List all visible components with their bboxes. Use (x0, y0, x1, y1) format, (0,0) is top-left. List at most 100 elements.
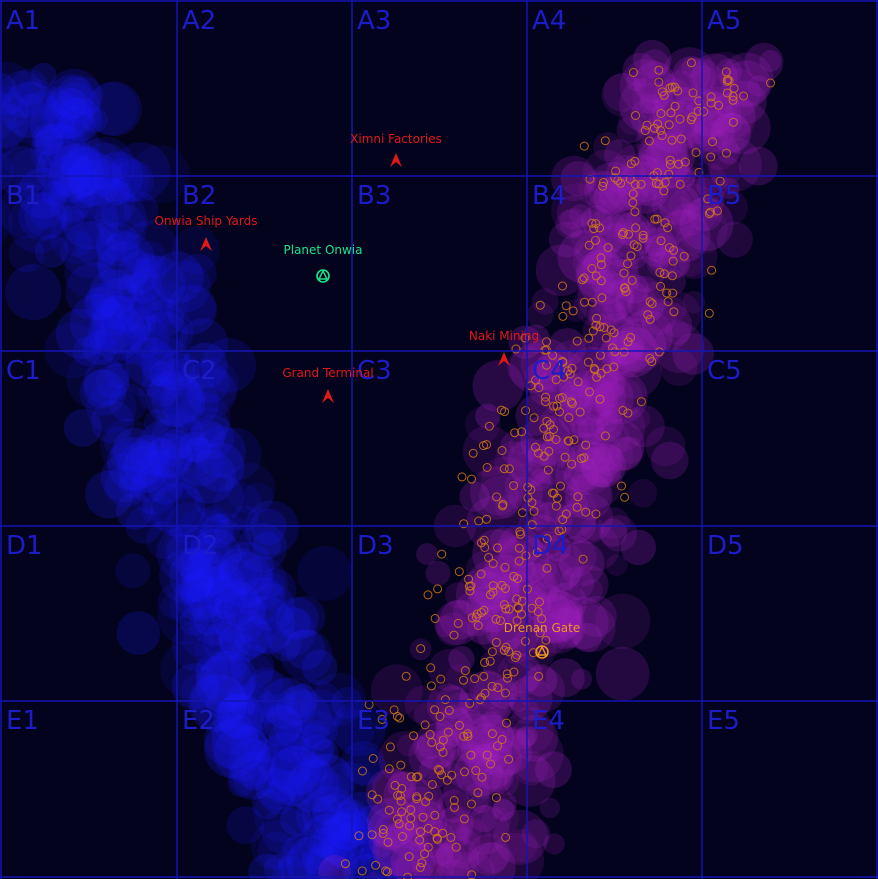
blue-nebula-cloud (0, 120, 52, 177)
asteroid-marker (466, 581, 476, 591)
asteroid-marker (504, 604, 514, 614)
blue-nebula-cloud (142, 473, 201, 533)
blue-nebula-cloud (220, 541, 274, 596)
location-label: Naki Mining (468, 329, 540, 343)
blue-nebula-cloud (18, 191, 68, 241)
asteroid-marker (531, 375, 541, 385)
purple-nebula-cloud (425, 560, 451, 586)
purple-nebula-cloud (616, 436, 645, 465)
purple-nebula-cloud (556, 194, 592, 230)
purple-nebula-cloud (571, 668, 592, 690)
purple-nebula-cloud (490, 697, 512, 719)
asteroid-marker (480, 688, 490, 698)
blue-nebula-cloud (253, 568, 297, 612)
purple-nebula-cloud (594, 370, 648, 425)
purple-nebula-cloud (646, 193, 697, 244)
blue-nebula-cloud (240, 762, 269, 791)
blue-nebula-cloud (159, 548, 216, 605)
asteroid-marker (626, 159, 636, 169)
blue-nebula-cloud (47, 95, 91, 140)
asteroid-marker (499, 645, 509, 655)
purple-nebula-cloud (609, 330, 645, 366)
blue-nebula-cloud (24, 190, 72, 239)
blue-nebula-cloud (123, 192, 159, 228)
blue-nebula-cloud (0, 198, 14, 244)
asteroid-marker (645, 314, 655, 324)
blue-nebula-cloud (88, 312, 143, 367)
purple-nebula-cloud (638, 227, 678, 268)
purple-nebula-cloud (497, 652, 542, 698)
purple-nebula-cloud (508, 726, 564, 783)
asteroid-marker (659, 186, 669, 196)
purple-nebula-cloud (481, 806, 512, 836)
asteroid-marker (457, 472, 467, 482)
asteroid-marker (579, 273, 589, 283)
purple-nebula-cloud (608, 436, 643, 471)
blue-nebula-cloud (85, 470, 133, 519)
blue-nebula-cloud (234, 556, 288, 610)
blue-nebula-cloud (195, 510, 230, 545)
asteroid-marker (581, 440, 591, 450)
blue-nebula-cloud (63, 229, 92, 258)
purple-nebula-cloud (508, 676, 553, 721)
asteroid-marker (442, 775, 452, 785)
asteroid-marker (590, 365, 600, 375)
blue-nebula-cloud (166, 284, 217, 335)
blue-nebula-cloud (0, 103, 28, 149)
asteroid-marker (467, 799, 476, 809)
asteroid-marker (583, 357, 593, 367)
purple-nebula-cloud (459, 481, 490, 512)
purple-nebula-cloud (511, 714, 559, 762)
purple-nebula-cloud (482, 738, 522, 779)
asteroid-marker (521, 551, 531, 561)
blue-nebula-cloud (195, 655, 229, 690)
blue-nebula-cloud (261, 677, 312, 729)
blue-nebula-cloud (284, 842, 329, 879)
asteroid-marker (609, 328, 619, 338)
asteroid-marker (435, 765, 445, 775)
blue-nebula-cloud (313, 817, 360, 864)
purple-nebula-cloud (529, 468, 552, 491)
blue-nebula-cloud (120, 220, 180, 279)
purple-nebula-cloud (681, 56, 703, 78)
blue-nebula-cloud (104, 179, 130, 206)
purple-nebula-cloud (646, 247, 678, 279)
purple-nebula-cloud (507, 661, 539, 694)
blue-nebula-cloud (193, 425, 246, 478)
asteroid-marker (724, 76, 734, 85)
asteroid-marker (523, 493, 533, 503)
blue-nebula-cloud (8, 193, 68, 254)
blue-nebula-cloud (242, 482, 274, 514)
blue-nebula-cloud (251, 789, 282, 820)
blue-nebula-cloud (83, 286, 118, 321)
blue-nebula-cloud (191, 674, 248, 731)
purple-nebula-cloud (619, 275, 640, 297)
purple-nebula-cloud (456, 818, 482, 845)
asteroid-marker (541, 635, 551, 645)
purple-nebula-cloud (518, 583, 570, 635)
purple-nebula-cloud (603, 73, 642, 112)
purple-nebula-cloud (527, 469, 580, 522)
blue-nebula-cloud (64, 138, 123, 198)
asteroid-marker (418, 812, 428, 822)
blue-nebula-cloud (117, 286, 173, 342)
asteroid-marker (482, 463, 492, 472)
blue-nebula-cloud (177, 565, 213, 602)
purple-nebula-cloud (637, 295, 661, 319)
asteroid-marker (561, 301, 571, 311)
asteroid-marker (488, 587, 498, 597)
blue-nebula-cloud (230, 644, 275, 690)
blue-nebula-cloud (55, 97, 93, 135)
purple-nebula-cloud (468, 742, 515, 790)
asteroid-marker (564, 436, 574, 446)
purple-nebula-cloud (710, 155, 742, 187)
blue-nebula-cloud (206, 688, 236, 719)
purple-nebula-cloud (645, 240, 667, 262)
asteroid-marker (433, 764, 443, 774)
blue-nebula-cloud (302, 785, 359, 843)
asteroid-marker (420, 720, 430, 730)
blue-nebula-cloud (131, 468, 167, 503)
asteroid-marker (600, 136, 610, 146)
purple-nebula-cloud (594, 272, 634, 313)
